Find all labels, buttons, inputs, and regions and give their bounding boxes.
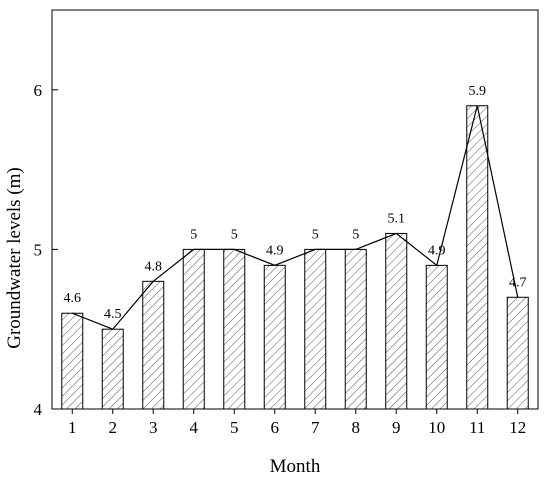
bar-month-6 — [263, 264, 286, 410]
data-label-month-1: 4.6 — [64, 291, 82, 306]
plot-frame — [51, 9, 539, 410]
bar-month-5 — [223, 248, 246, 410]
x-tick-label: 3 — [149, 418, 158, 437]
y-tick-label: 4 — [34, 400, 43, 419]
x-tick-label: 4 — [190, 418, 199, 437]
x-tick-label: 2 — [109, 418, 118, 437]
x-tick-label: 7 — [311, 418, 320, 437]
trend-line-group — [72, 105, 519, 330]
trend-line — [72, 105, 519, 330]
data-labels-group: 4.6 4.5 4.8 5 5 4.9 5 5 5.1 4.9 5.9 4.7 — [64, 84, 527, 322]
x-tick-label: 8 — [352, 418, 361, 437]
x-tick-label: 6 — [271, 418, 280, 437]
bar-month-2 — [101, 328, 124, 410]
bar-month-10 — [425, 264, 448, 410]
x-tick-label: 9 — [392, 418, 401, 437]
data-label-month-5: 5 — [231, 227, 238, 242]
x-axis-label: Month — [270, 456, 321, 477]
data-label-month-2: 4.5 — [104, 307, 122, 322]
data-label-month-8: 5 — [352, 227, 359, 242]
bar-month-9 — [385, 232, 408, 410]
bar-month-12 — [506, 296, 529, 410]
bar-month-1 — [61, 312, 84, 410]
data-label-month-7: 5 — [312, 227, 319, 242]
x-axis: 1 2 3 4 5 6 7 8 9 10 11 12 — [68, 409, 526, 437]
data-label-month-6: 4.9 — [266, 243, 284, 258]
bars-group — [61, 105, 529, 410]
bar-month-7 — [304, 248, 327, 410]
y-axis: 4 5 6 — [34, 81, 58, 419]
y-tick-label: 5 — [34, 240, 43, 259]
data-label-month-11: 5.9 — [469, 84, 487, 99]
x-tick-label: 12 — [509, 418, 526, 437]
bar-month-11 — [466, 105, 489, 410]
bar-month-4 — [182, 248, 205, 410]
x-tick-label: 1 — [68, 418, 77, 437]
data-label-month-3: 4.8 — [145, 259, 163, 274]
x-tick-label: 10 — [428, 418, 445, 437]
x-tick-label: 5 — [230, 418, 239, 437]
bar-month-8 — [344, 248, 367, 410]
y-tick-label: 6 — [34, 81, 43, 100]
data-label-month-4: 5 — [190, 227, 197, 242]
bar-month-3 — [142, 280, 165, 410]
y-axis-label: Groundwater levels (m) — [4, 167, 25, 349]
x-tick-label: 11 — [469, 418, 485, 437]
data-label-month-10: 4.9 — [428, 243, 446, 258]
data-label-month-9: 5.1 — [388, 211, 406, 226]
data-label-month-12: 4.7 — [509, 275, 527, 290]
